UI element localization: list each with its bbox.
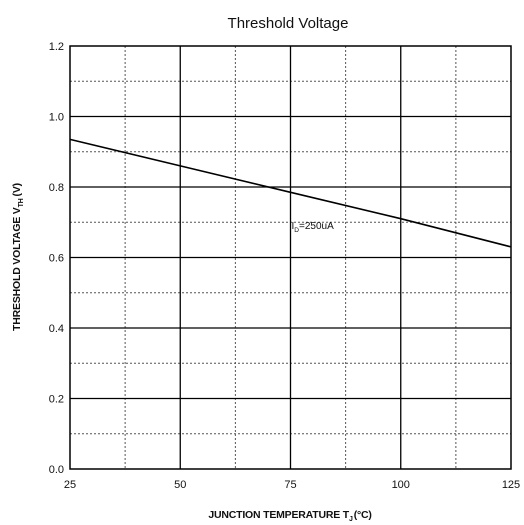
y-tick-label: 0.8: [49, 182, 64, 194]
x-tick-label: 75: [284, 479, 296, 491]
y-tick-label: 1.0: [49, 112, 64, 124]
x-tick-label: 50: [174, 479, 186, 491]
series-layer: [69, 138, 512, 248]
id-annotation: ID=250uA: [292, 221, 335, 234]
x-tick-label: 25: [64, 479, 76, 491]
y-tick-label: 0.6: [49, 253, 64, 265]
y-tick-label: 1.2: [49, 41, 64, 53]
y-tick-label: 0.4: [49, 323, 64, 335]
plot-frame: [69, 45, 512, 470]
x-axis-label: JUNCTION TEMPERATURE TJ(°C): [208, 509, 371, 523]
y-tick-label: 0.0: [49, 464, 64, 476]
x-tick-labels: 25 50 75 100 125: [64, 479, 520, 491]
y-tick-label: 0.2: [49, 394, 64, 406]
chart-title: Threshold Voltage: [228, 15, 349, 32]
x-tick-label: 125: [502, 479, 520, 491]
x-tick-label: 100: [392, 479, 410, 491]
major-grid: [70, 46, 511, 469]
y-tick-labels: 0.0 0.2 0.4 0.6 0.8 1.0 1.2: [49, 41, 64, 476]
series-line-0: [69, 138, 512, 248]
y-axis-label: THRESHOLD VOLTAGE VTH(V): [11, 183, 25, 331]
